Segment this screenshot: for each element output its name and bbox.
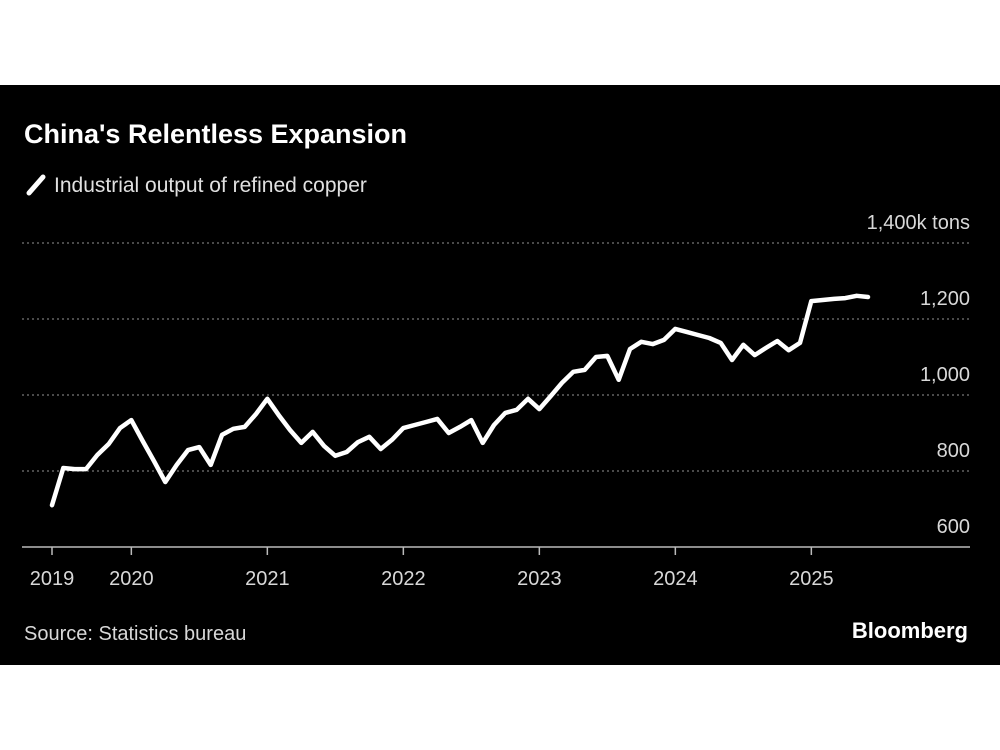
x-tick-label: 2024	[653, 568, 698, 590]
y-tick-label: 1,400k tons	[867, 212, 970, 234]
y-tick-label: 1,000	[920, 364, 970, 386]
x-tick-label: 2022	[381, 568, 426, 590]
x-tick-label: 2023	[517, 568, 562, 590]
legend-swatch	[26, 174, 46, 196]
panel	[0, 85, 1000, 665]
legend-label: Industrial output of refined copper	[54, 174, 367, 197]
y-tick-label: 800	[937, 440, 970, 462]
source: Source: Statistics bureau	[24, 623, 246, 645]
y-tick-label: 600	[937, 516, 970, 538]
chart-title: China's Relentless Expansion	[24, 119, 407, 149]
x-tick-label: 2020	[109, 568, 154, 590]
x-tick-label: 2021	[245, 568, 290, 590]
brand: Bloomberg	[852, 618, 968, 643]
x-tick-label: 2025	[789, 568, 834, 590]
x-tick-label: 2019	[30, 568, 75, 590]
y-tick-label: 1,200	[920, 288, 970, 310]
series-line	[49, 293, 871, 508]
